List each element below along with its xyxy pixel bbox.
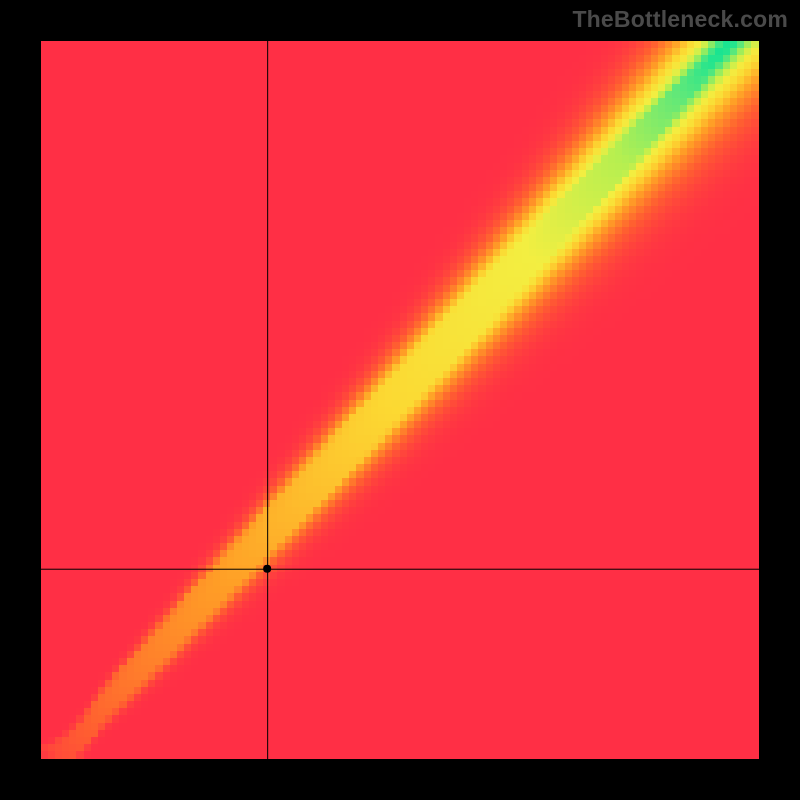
heatmap-plot-area: [41, 41, 759, 759]
watermark-text: TheBottleneck.com: [572, 6, 788, 33]
chart-container: TheBottleneck.com: [0, 0, 800, 800]
heatmap-canvas: [41, 41, 759, 759]
